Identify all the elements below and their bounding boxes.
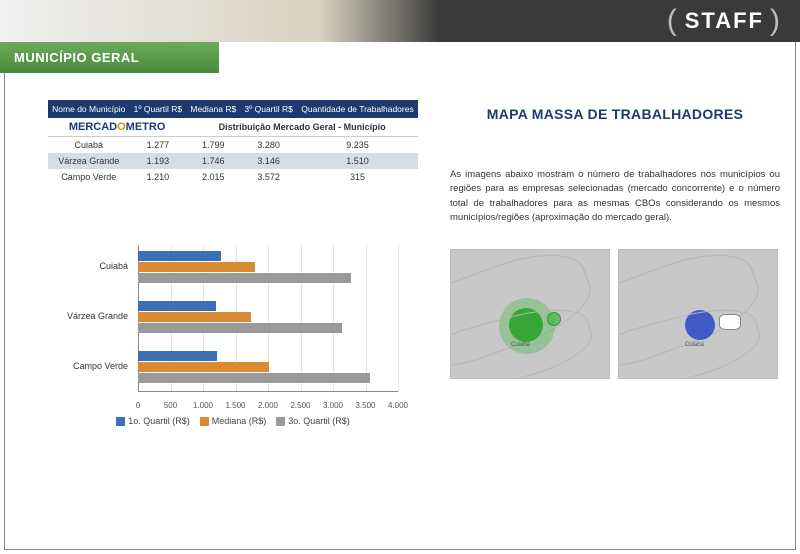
map1-label: Cuiabá xyxy=(511,342,530,348)
brand-left: MERCAD xyxy=(69,121,117,133)
category-label: Várzea Grande xyxy=(48,311,128,321)
section-title-tab: MUNICÍPIO GERAL xyxy=(0,42,219,73)
xtick: 4.000 xyxy=(388,401,408,410)
table-row: Várzea Grande1.1931.7463.1461.510 xyxy=(48,153,418,169)
brand-o: O xyxy=(117,121,126,133)
right-paragraph: As imagens abaixo mostram o número de tr… xyxy=(450,168,780,225)
table-row: Cuiabá1.2771.7993.2809.235 xyxy=(48,137,418,154)
xtick: 1.500 xyxy=(225,401,245,410)
cell-mediana: 2.015 xyxy=(186,169,240,185)
map-geral: Cuiabá xyxy=(618,249,778,379)
brand-right: METRO xyxy=(126,121,166,133)
legend-swatch xyxy=(276,417,285,426)
xtick: 3.500 xyxy=(355,401,375,410)
brand-logo: MERCADOMETRO xyxy=(69,121,166,133)
paren-right: ) xyxy=(770,4,782,38)
col-qtd: Quantidade de Trabalhadores xyxy=(297,100,418,118)
bar-q1 xyxy=(138,351,217,361)
top-bar: ( STAFF ) xyxy=(0,0,800,42)
bar-q1 xyxy=(138,301,216,311)
cell-qtd: 9.235 xyxy=(297,137,418,154)
right-title: MAPA MASSA DE TRABALHADORES xyxy=(450,106,780,122)
cell-q3: 3.146 xyxy=(240,153,297,169)
cell-q3: 3.572 xyxy=(240,169,297,185)
cell-q3: 3.280 xyxy=(240,137,297,154)
col-q3: 3º Quartil R$ xyxy=(240,100,297,118)
cell-municipio: Campo Verde xyxy=(48,169,130,185)
bar-med xyxy=(138,262,255,272)
category-label: Cuiabá xyxy=(48,261,128,271)
table-subtitle: Distribuição Mercado Geral - Município xyxy=(186,118,418,137)
quartile-chart: 0 500 1.000 1.500 2.000 2.500 3.000 3.500 4.000 C… xyxy=(48,245,408,426)
legend-label: 1o. Quartil (R$) xyxy=(128,416,190,426)
cell-qtd: 315 xyxy=(297,169,418,185)
map2-label: Cuiabá xyxy=(685,342,704,348)
cell-q1: 1.210 xyxy=(130,169,187,185)
xtick: 2.500 xyxy=(290,401,310,410)
paren-left: ( xyxy=(667,4,679,38)
legend-label: Mediana (R$) xyxy=(212,416,267,426)
legend-swatch xyxy=(116,417,125,426)
table-row: Campo Verde1.2102.0153.572315 xyxy=(48,169,418,185)
section-title: MUNICÍPIO GERAL xyxy=(14,50,139,65)
staff-badge: ( STAFF ) xyxy=(667,4,782,38)
cell-municipio: Cuiabá xyxy=(48,137,130,154)
bar-med xyxy=(138,312,251,322)
map-concorrente: Cuiabá xyxy=(450,249,610,379)
legend-swatch xyxy=(200,417,209,426)
category-label: Campo Verde xyxy=(48,361,128,371)
distribution-table: MERCADOMETRO Distribuição Mercado Geral … xyxy=(48,100,418,185)
xtick: 500 xyxy=(164,401,177,410)
cell-mediana: 1.746 xyxy=(186,153,240,169)
bar-med xyxy=(138,362,269,372)
xtick: 2.000 xyxy=(258,401,278,410)
maps-row: Cuiabá Cuiabá xyxy=(450,249,780,379)
xtick: 1.000 xyxy=(193,401,213,410)
bar-q3 xyxy=(138,373,370,383)
xtick: 0 xyxy=(136,401,140,410)
bar-q3 xyxy=(138,273,351,283)
col-mediana: Mediana R$ xyxy=(186,100,240,118)
bar-q1 xyxy=(138,251,221,261)
legend-label: 3o. Quartil (R$) xyxy=(288,416,350,426)
staff-label: STAFF xyxy=(685,8,764,34)
col-q1: 1º Quartil R$ xyxy=(130,100,187,118)
cell-municipio: Várzea Grande xyxy=(48,153,130,169)
cell-mediana: 1.799 xyxy=(186,137,240,154)
cell-q1: 1.193 xyxy=(130,153,187,169)
bar-q3 xyxy=(138,323,342,333)
cell-qtd: 1.510 xyxy=(297,153,418,169)
col-municipio: Nome do Município xyxy=(48,100,130,118)
cell-q1: 1.277 xyxy=(130,137,187,154)
chart-legend: 1o. Quartil (R$) Mediana (R$) 3o. Quartil … xyxy=(48,416,408,426)
xtick: 3.000 xyxy=(323,401,343,410)
